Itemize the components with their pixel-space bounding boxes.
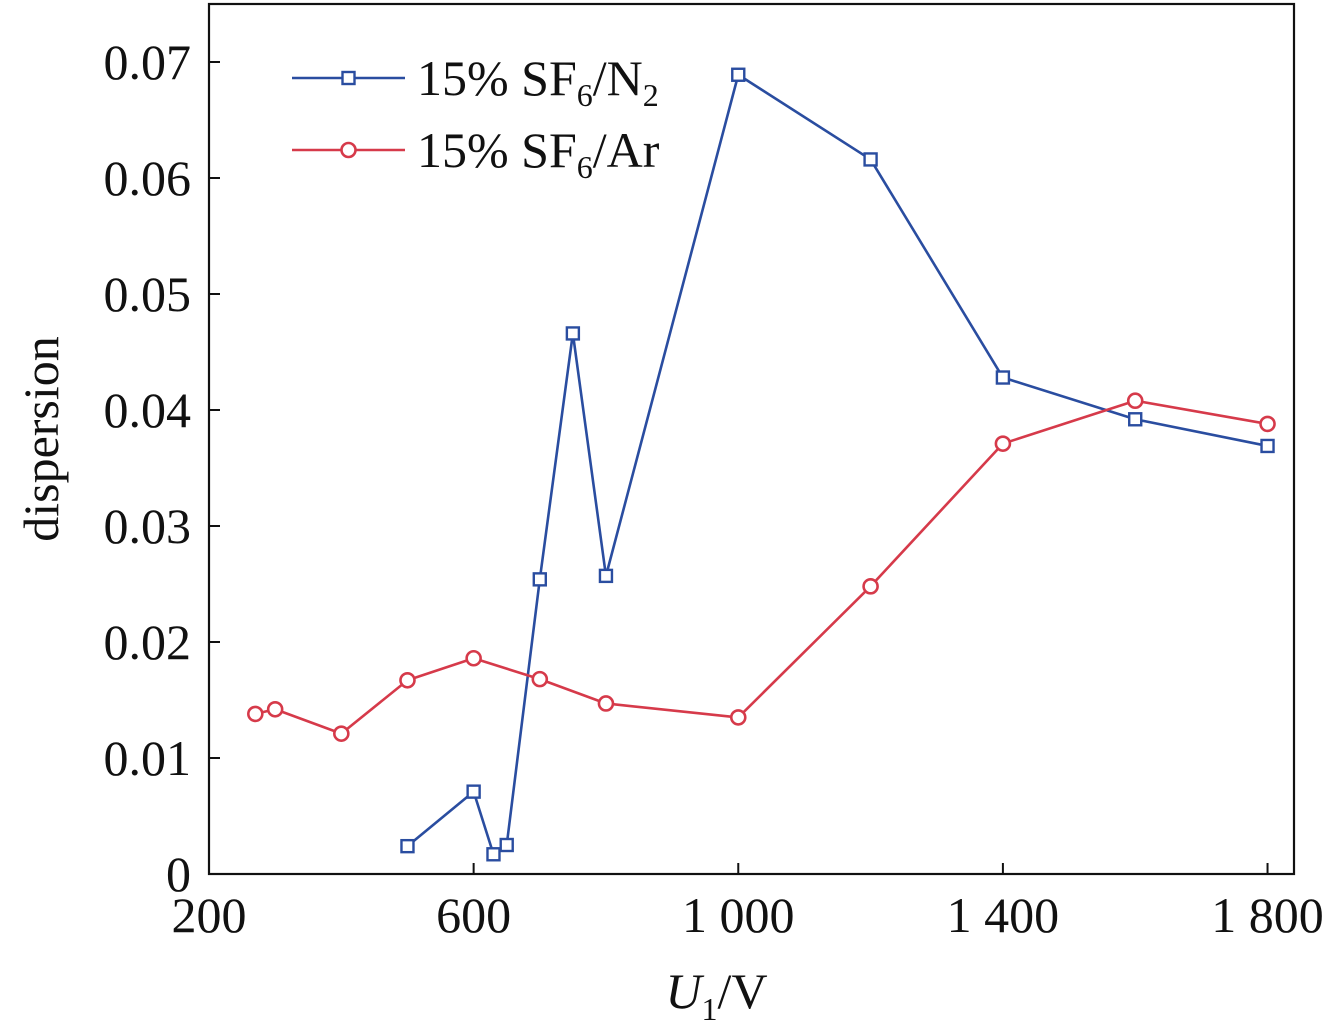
y-tick-label: 0.02 [104, 614, 192, 670]
data-point-square [400, 838, 415, 854]
data-point-circle [465, 649, 482, 667]
data-point-square [598, 568, 614, 584]
x-tick-label: 600 [436, 887, 511, 943]
data-point-circle [333, 725, 350, 742]
legend-label: 15% SF6/Ar [417, 122, 660, 185]
plot-frame [207, 2, 1296, 876]
y-tick-label: 0.01 [104, 730, 192, 786]
legend: 15% SF6/N2 15% SF6/Ar [292, 50, 660, 185]
y-tick-label: 0.05 [104, 266, 192, 322]
series-line [406, 73, 1268, 856]
data-point-square [486, 847, 501, 862]
data-point-square [466, 784, 481, 799]
y-axis-title: dispersion [13, 336, 69, 542]
axes-layer: 200 600 1 000 1 400 1 800 0 0.01 0.02 0.03 0.04 0.… [13, 2, 1324, 1027]
data-point-square [565, 326, 581, 341]
data-point-square [863, 152, 878, 167]
data-point-square [1260, 438, 1275, 454]
x-tick-label: 200 [172, 887, 247, 943]
data-point-circle [266, 700, 284, 718]
series-layer [247, 67, 1276, 862]
data-point-circle [1126, 392, 1144, 410]
series-line [255, 399, 1268, 735]
legend-marker-circle [340, 141, 357, 159]
data-point-circle [994, 435, 1012, 452]
x-tick-label: 1 400 [947, 887, 1060, 943]
x-tick-label: 1 800 [1211, 887, 1324, 943]
legend-entry: 15% SF6/N2 [292, 50, 659, 113]
data-point-circle [531, 670, 549, 688]
data-point-circle [862, 578, 879, 595]
data-point-circle [247, 705, 264, 723]
legend-label: 15% SF6/N2 [417, 50, 659, 113]
legend-marker-square [341, 70, 356, 86]
legend-entry: 15% SF6/Ar [292, 122, 660, 185]
data-point-circle [597, 695, 615, 712]
series-sf6-ar [247, 392, 1276, 742]
y-tick-label: 0 [166, 846, 191, 902]
x-axis-title: U1/V [665, 963, 767, 1027]
data-point-circle [1259, 415, 1276, 433]
y-tick-label: 0.03 [104, 498, 192, 554]
data-point-square [1128, 412, 1143, 427]
y-tick-label: 0.04 [104, 382, 192, 438]
y-tick-label: 0.07 [104, 34, 192, 90]
data-point-circle [729, 709, 747, 726]
data-point-square [499, 837, 514, 853]
data-point-circle [399, 671, 416, 689]
data-point-square [995, 370, 1011, 385]
data-point-square [731, 67, 746, 82]
series-sf6-n2 [400, 67, 1275, 862]
data-point-square [532, 572, 547, 587]
y-tick-label: 0.06 [104, 150, 192, 206]
x-tick-label: 1 000 [682, 887, 795, 943]
